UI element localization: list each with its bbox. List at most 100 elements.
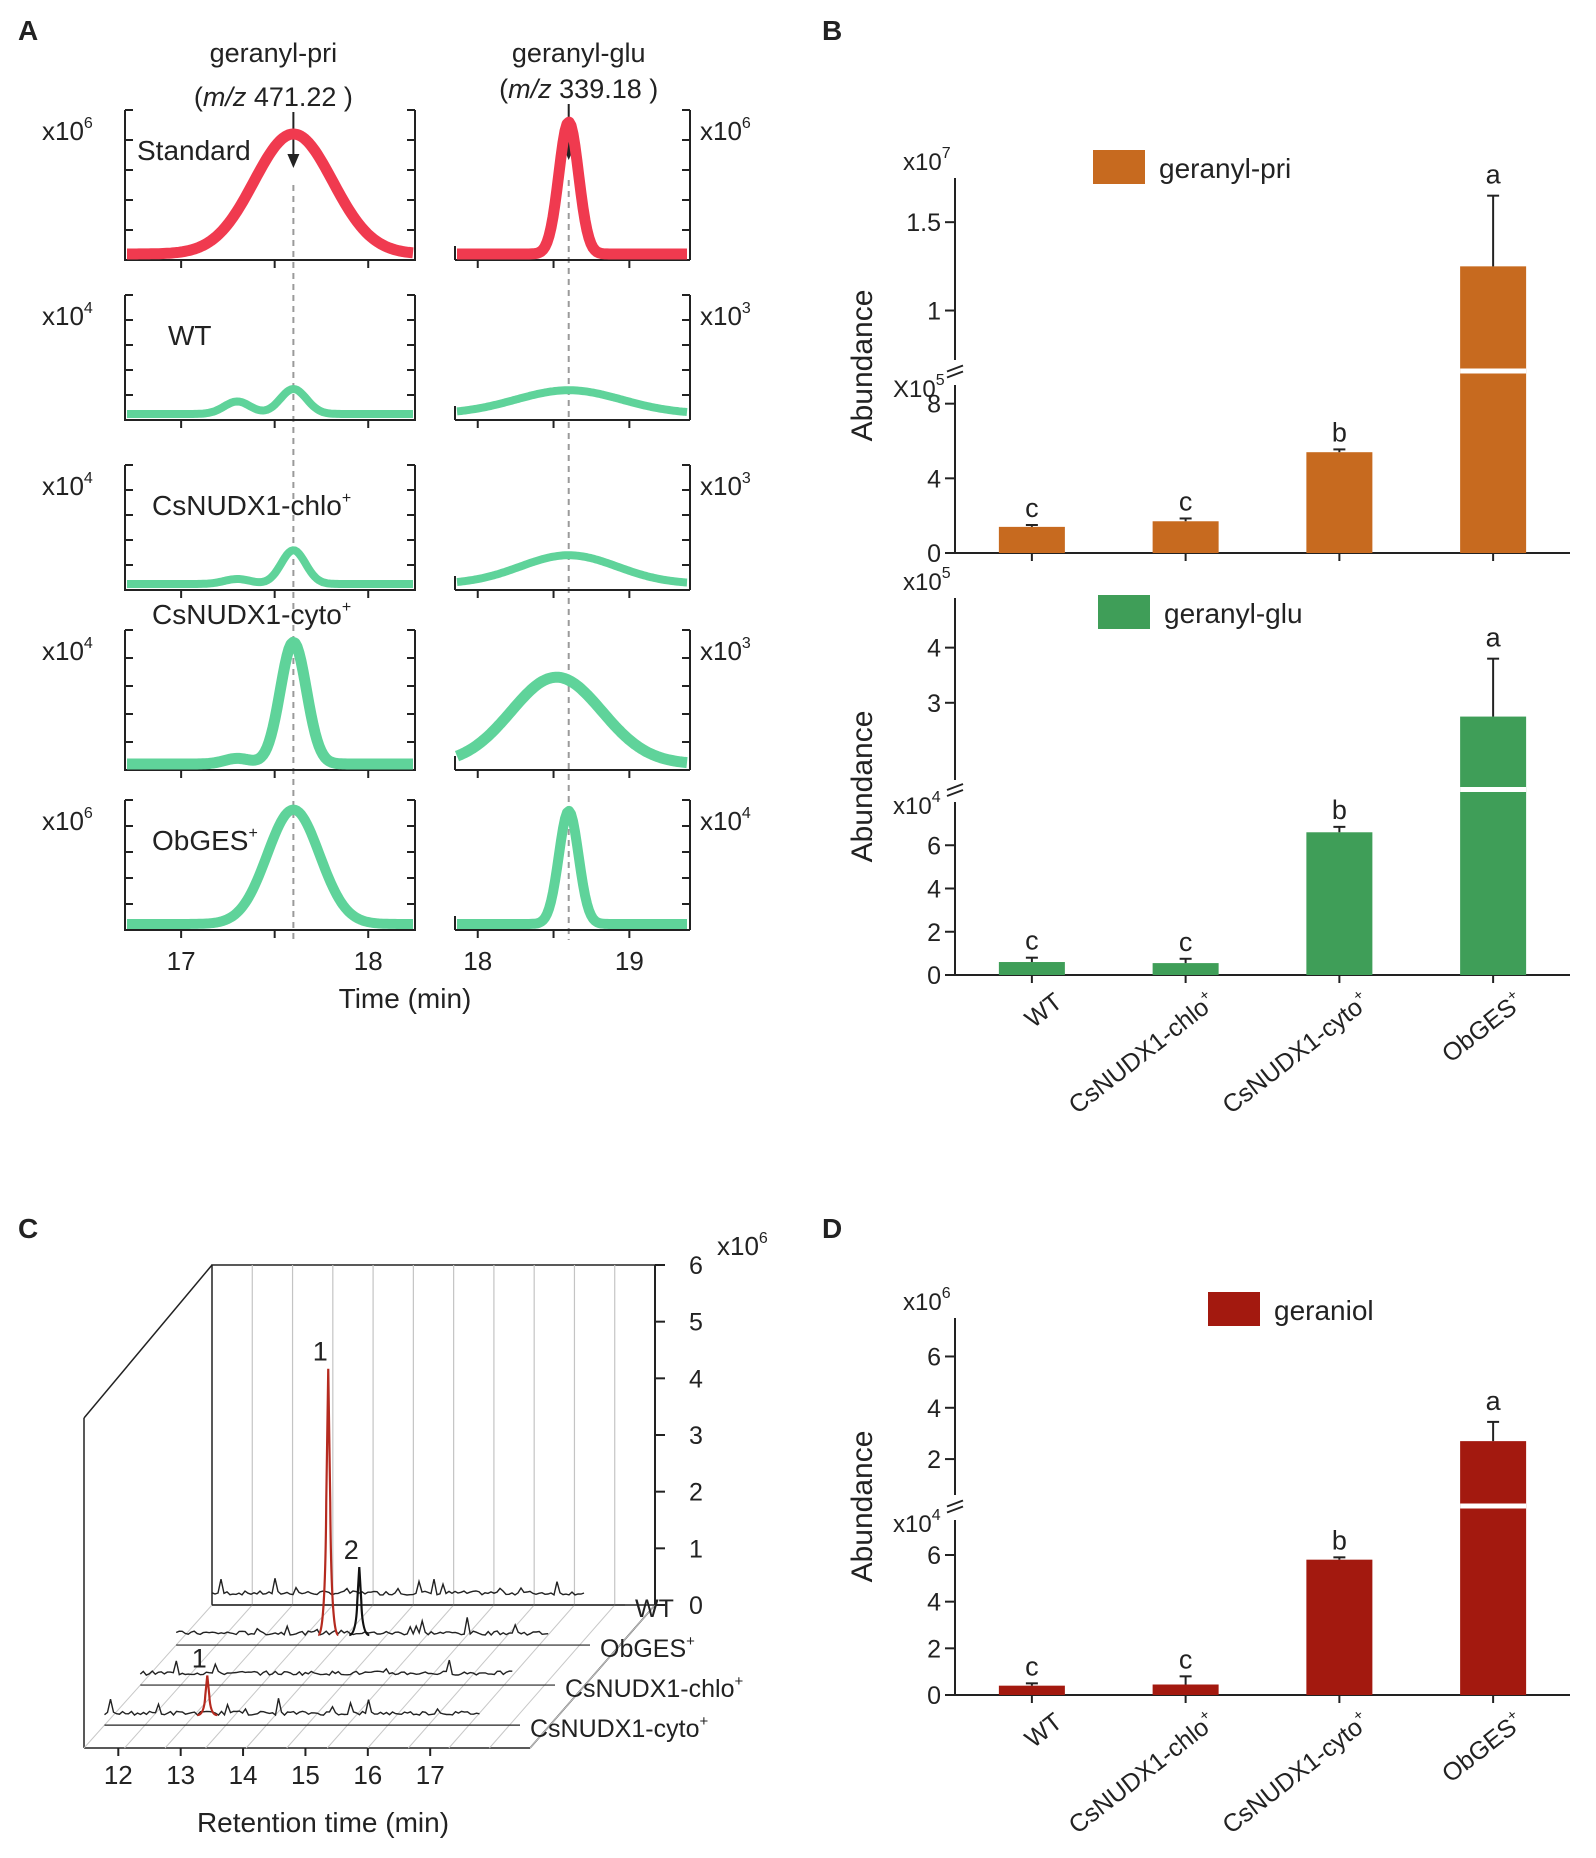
scale-left-exp: 4: [84, 635, 93, 652]
trace-sup: +: [734, 1673, 743, 1690]
axis-break-mark: [946, 1499, 964, 1508]
scale-right: x103: [700, 300, 751, 331]
ytick-label-lower: 4: [927, 1589, 941, 1617]
paren-close: ): [649, 74, 658, 104]
category-label: CsNUDX1-cyto+: [1216, 986, 1375, 1120]
scale-upper: x105: [903, 565, 951, 596]
scale-upper-base: x10: [903, 149, 942, 176]
chromatogram-peak: [317, 1368, 340, 1637]
row-frame-left: [124, 630, 416, 771]
scale-right-exp: 3: [742, 470, 751, 487]
floor-gridline: [529, 1604, 656, 1749]
scale-upper: x107: [903, 145, 951, 176]
chromatogram-left: [123, 128, 417, 260]
arrow-head-0: [287, 154, 300, 168]
legend-swatch: [1098, 595, 1150, 629]
xtick-label: 14: [229, 1760, 258, 1790]
floor-gridline: [326, 1604, 455, 1749]
significance-letter: c: [1025, 493, 1039, 523]
category-label: ObGES+: [1436, 1706, 1529, 1788]
trace-0: [211, 1578, 585, 1597]
xtick-label-right: 19: [615, 946, 644, 976]
trace-1: [175, 1617, 549, 1637]
row-frame-left: [124, 800, 416, 931]
scale-lower-exp: 4: [932, 1507, 941, 1524]
category-label: CsNUDX1-chlo+: [1062, 1706, 1221, 1840]
paren-open: (: [194, 82, 203, 112]
significance-letter: a: [1486, 1386, 1502, 1416]
scale-right: x103: [700, 635, 751, 666]
bar: [1460, 266, 1527, 553]
panel-letter-d: D: [822, 1213, 842, 1244]
category-name: WT: [1020, 988, 1068, 1034]
scale-lower-base: X10: [893, 376, 936, 403]
sample-label: Standard: [137, 135, 251, 166]
peak-label: 1: [192, 1643, 207, 1673]
significance-letter: c: [1179, 1644, 1193, 1674]
sample-label: CsNUDX1-cyto+: [152, 599, 351, 630]
axis-break-mark: [946, 364, 964, 373]
sample-label: CsNUDX1-chlo+: [152, 490, 351, 521]
sample-label: WT: [168, 320, 212, 351]
scale-right-base: x10: [700, 301, 742, 331]
floor-gridline: [286, 1604, 414, 1749]
scale-upper-exp: 6: [942, 1285, 951, 1302]
ytick-label-upper: 1: [927, 298, 941, 326]
ztick-label: 3: [689, 1422, 703, 1450]
legend-label: geraniol: [1274, 1295, 1374, 1326]
scale-upper-base: x10: [903, 1289, 942, 1316]
z-scale-exp: 6: [759, 1230, 768, 1247]
legend-label: geranyl-glu: [1164, 598, 1303, 629]
category-name: ObGES: [1437, 993, 1522, 1068]
scale-right-base: x10: [700, 636, 742, 666]
category-name: CsNUDX1-cyto: [1217, 1713, 1368, 1839]
mz-value: 471.22: [246, 82, 344, 112]
floor-gridline: [124, 1604, 253, 1749]
trace-label: CsNUDX1-chlo+: [565, 1673, 743, 1703]
bar-break-gap: [1460, 787, 1527, 792]
depth-edge-top: [83, 1264, 213, 1419]
chromatogram-right: [454, 805, 690, 929]
ztick-label: 1: [689, 1535, 703, 1563]
panel-letter-c: C: [18, 1213, 38, 1244]
chromatogram-right: [453, 671, 691, 769]
scale-left-exp: 6: [84, 805, 93, 822]
sample-name: ObGES: [152, 825, 248, 856]
ztick-label: 2: [689, 1479, 703, 1507]
trace-sup: +: [699, 1713, 708, 1730]
scale-left-exp: 6: [84, 115, 93, 132]
bar-break-gap: [1460, 1503, 1527, 1509]
scale-upper-exp: 7: [942, 145, 951, 162]
panel-a-chromatograms: geranyl-pri(m/z 471.22 )geranyl-glu(m/z …: [42, 38, 751, 1014]
xtick-label-right: 18: [463, 946, 492, 976]
scale-left-base: x10: [42, 471, 84, 501]
legend-swatch: [1208, 1292, 1260, 1326]
category-label: CsNUDX1-cyto+: [1216, 1706, 1375, 1840]
scale-right-base: x10: [700, 806, 742, 836]
category-label: WT: [1020, 1708, 1068, 1754]
mz-label: m/z: [203, 82, 247, 112]
scale-upper-exp: 5: [942, 565, 951, 582]
floor-gridline: [205, 1604, 334, 1749]
significance-letter: c: [1179, 927, 1193, 957]
row-frame-left: [124, 465, 416, 591]
floor-gridline: [489, 1604, 616, 1749]
sample-name: CsNUDX1-chlo: [152, 490, 342, 521]
floor-gridline: [245, 1604, 374, 1749]
ztick-label: 5: [689, 1309, 703, 1337]
significance-letter: b: [1332, 1525, 1347, 1555]
chromatogram-right: [453, 116, 691, 260]
significance-letter: b: [1332, 417, 1347, 447]
floor-gridline: [367, 1604, 495, 1749]
ytick-label-lower: 4: [927, 876, 941, 904]
category-label: CsNUDX1-chlo+: [1062, 986, 1221, 1120]
trace-label: ObGES+: [600, 1633, 695, 1663]
scale-lower-exp: 4: [932, 789, 941, 806]
ytick-label-upper: 3: [927, 690, 941, 718]
sample-name: CsNUDX1-cyto: [152, 599, 342, 630]
bar: [1306, 1559, 1373, 1695]
title-geranyl-glu: geranyl-glu: [512, 38, 646, 68]
floor-gridline: [83, 1604, 213, 1749]
scale-right-base: x10: [700, 116, 742, 146]
